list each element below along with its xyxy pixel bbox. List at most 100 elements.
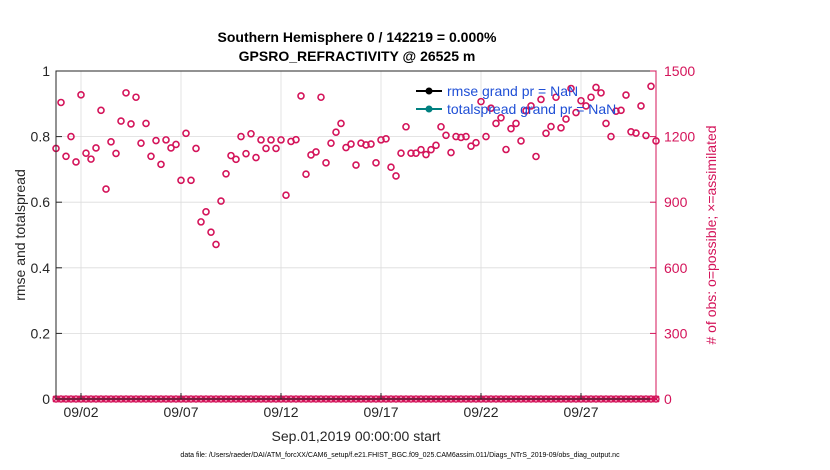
possible-obs-marker <box>592 83 600 92</box>
possible-obs-marker <box>222 169 230 178</box>
possible-obs-marker <box>372 159 380 167</box>
possible-obs-marker <box>242 149 250 158</box>
y-axis-label-left: rmse and totalspread <box>12 169 28 301</box>
left-tick-label: 0.2 <box>31 325 51 341</box>
possible-obs-marker <box>322 159 330 167</box>
possible-obs-marker <box>382 134 390 143</box>
possible-obs-marker <box>587 93 595 102</box>
legend-marker-rmse <box>425 87 433 95</box>
possible-obs-marker <box>477 97 485 106</box>
possible-obs-marker <box>407 149 415 158</box>
possible-obs-marker <box>452 132 460 141</box>
possible-obs-marker <box>187 176 195 185</box>
possible-obs-marker <box>92 144 100 152</box>
possible-obs-marker <box>302 170 310 179</box>
possible-obs-marker <box>492 119 500 128</box>
y-axis-label-right: # of obs: o=possible; ×=assimilated <box>703 125 719 344</box>
possible-obs-marker <box>167 144 175 152</box>
possible-obs-marker <box>557 124 565 132</box>
possible-obs-marker <box>342 143 350 152</box>
possible-obs-marker <box>602 119 610 128</box>
possible-obs-marker <box>622 91 630 99</box>
possible-obs-marker <box>417 145 425 154</box>
possible-obs-marker <box>402 122 410 131</box>
possible-obs-marker <box>117 117 125 125</box>
possible-obs-marker <box>297 92 305 100</box>
possible-obs-marker <box>142 119 150 128</box>
possible-obs-marker <box>122 89 130 97</box>
chart-title-line1: Southern Hemisphere 0 / 142219 = 0.000% <box>218 29 498 45</box>
possible-obs-marker <box>517 137 525 145</box>
data-file-footer: data file: /Users/raeder/DAI/ATM_forcXX/… <box>180 452 620 459</box>
possible-obs-marker <box>107 138 115 146</box>
right-tick-label: 900 <box>664 194 688 210</box>
possible-obs-marker <box>527 102 535 110</box>
possible-obs-marker <box>162 136 170 144</box>
possible-obs-marker <box>317 93 325 102</box>
possible-obs-marker <box>537 95 545 104</box>
right-tick-label: 600 <box>664 260 688 276</box>
possible-obs-marker <box>637 102 645 110</box>
possible-obs-marker <box>87 155 95 163</box>
possible-obs-marker <box>562 115 570 123</box>
possible-obs-marker <box>157 160 165 169</box>
possible-obs-marker <box>152 136 160 145</box>
right-tick-label: 1500 <box>664 63 695 79</box>
possible-obs-marker <box>227 151 235 160</box>
possible-obs-marker <box>72 158 80 166</box>
possible-obs-marker <box>312 148 320 156</box>
legend: rmse grand pr = NaN totalspread grand pr… <box>416 83 616 117</box>
possible-obs-marker <box>437 122 445 131</box>
possible-obs-marker <box>232 155 240 164</box>
possible-obs-marker <box>507 124 515 133</box>
right-axis-ticks: 0 300 600 900 1200 1500 <box>650 63 695 407</box>
possible-obs-marker <box>137 139 145 147</box>
possible-obs-marker <box>292 135 300 144</box>
left-tick-label: 0.8 <box>31 129 51 145</box>
possible-obs-marker <box>327 139 335 147</box>
grid-lines <box>56 70 656 400</box>
possible-obs-marker <box>192 144 200 153</box>
possible-obs-marker <box>182 129 190 138</box>
possible-obs-marker <box>362 141 370 149</box>
possible-obs-marker <box>212 240 220 249</box>
left-tick-label: 0 <box>42 391 50 407</box>
legend-label-totalspread: totalspread grand pr = NaN <box>447 101 616 117</box>
possible-obs-marker <box>237 132 245 141</box>
possible-obs-marker <box>82 149 90 158</box>
possible-obs-marker <box>542 129 550 138</box>
possible-obs-marker <box>397 149 405 158</box>
left-axis-ticks: 0 0.2 0.4 0.6 0.8 1 <box>31 63 62 407</box>
possible-obs-marker <box>352 161 360 169</box>
right-tick-label: 300 <box>664 325 688 341</box>
possible-obs-marker <box>377 136 385 144</box>
possible-obs-marker <box>582 102 590 110</box>
possible-obs-marker <box>197 218 205 226</box>
possible-obs-marker <box>77 91 85 99</box>
left-tick-label: 1 <box>42 63 50 79</box>
possible-obs-marker <box>597 89 605 97</box>
possible-obs-marker <box>392 172 400 180</box>
x-tick-label: 09/22 <box>463 404 498 420</box>
plot-area <box>56 71 656 399</box>
possible-obs-marker <box>547 122 555 131</box>
possible-obs-marker <box>97 106 105 115</box>
possible-obs-marker <box>442 131 450 140</box>
possible-obs-marker <box>172 140 180 149</box>
possible-obs-marker <box>202 208 210 216</box>
possible-obs-marker <box>467 142 475 151</box>
legend-marker-totalspread <box>425 105 433 113</box>
possible-obs-marker <box>647 82 655 91</box>
possible-obs-marker <box>347 140 355 148</box>
possible-obs-marker <box>487 104 495 112</box>
possible-obs-marker <box>482 132 490 141</box>
possible-obs-marker <box>607 132 615 141</box>
possible-obs-marker <box>257 136 265 144</box>
possible-obs-marker <box>332 128 340 137</box>
possible-obs-marker <box>282 191 290 200</box>
x-tick-label: 09/07 <box>163 404 198 420</box>
possible-obs-marker <box>502 145 510 154</box>
right-tick-label: 0 <box>664 391 672 407</box>
